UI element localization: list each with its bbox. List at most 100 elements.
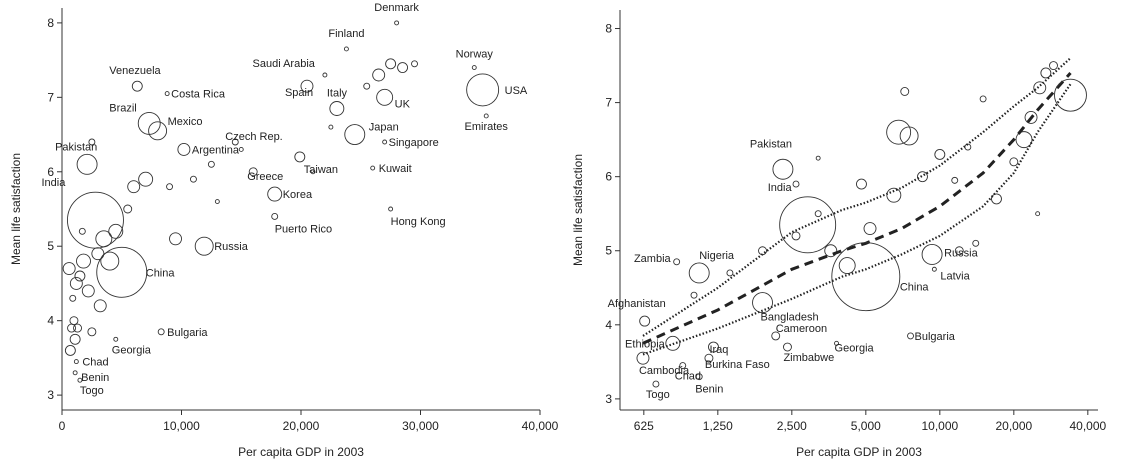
data-point [69,316,79,326]
data-point [96,246,148,298]
data-point [322,72,328,78]
y-tick-label: 3 [605,392,612,406]
data-point [138,171,154,187]
data-point [137,111,161,135]
x-tick-label: 5,000 [851,419,881,433]
data-point [267,186,283,202]
data-point [148,121,168,141]
data-point [294,151,306,163]
data-point [100,251,120,271]
point-label: Ethiopia [625,338,666,350]
point-label: Emirates [465,121,509,133]
y-tick-label: 8 [605,22,612,36]
point-label: Latvia [940,270,970,282]
data-point [779,196,837,254]
point-label: Kuwait [379,163,412,175]
data-point [824,244,838,258]
data-point [752,292,773,314]
data-point [76,153,98,175]
point-label: Saudi Arabia [253,58,316,70]
data-point [69,333,81,345]
x-tick-label: 30,000 [402,419,439,433]
x-tick-label: 20,000 [283,419,320,433]
data-point [166,183,174,191]
point-label: Argentina [192,144,240,156]
point-label: Korea [283,189,313,201]
point-label: Venezuela [109,65,161,77]
data-point [363,82,371,90]
confidence-band-line [642,57,1072,337]
data-point [72,370,78,376]
data-point [169,232,182,246]
data-point [771,331,781,341]
data-point [177,142,191,156]
data-point [376,88,394,106]
data-point [78,227,86,235]
point-label: UK [395,98,411,110]
point-label: Spain [285,87,313,99]
data-point [300,79,314,93]
data-point [679,362,687,370]
point-label: Bulgaria [915,331,956,343]
data-point [87,327,97,337]
point-label: Togo [646,389,670,401]
x-tick-label: 40,000 [522,419,559,433]
data-point [64,344,76,356]
data-point [972,239,980,247]
data-point [708,341,719,353]
data-point [951,176,959,184]
point-label: Pakistan [750,138,792,150]
data-point [1024,110,1038,124]
data-point [695,373,703,381]
point-label: China [146,267,176,279]
data-point [954,246,964,256]
data-point [814,210,822,218]
data-point [772,158,794,180]
data-point [907,332,914,340]
point-label: Chad [82,357,108,369]
data-point [157,328,165,336]
data-point [831,242,901,312]
data-point [73,323,82,333]
data-point [838,257,856,275]
data-point [394,20,400,26]
point-label: Georgia [835,342,875,354]
data-point [726,269,734,277]
point-label: Burkina Faso [705,359,770,371]
point-label: Afghanistan [608,298,666,310]
point-label: Nigeria [699,250,735,262]
point-label: Singapore [389,137,439,149]
data-point [194,236,214,256]
point-label: Hong Kong [391,216,446,228]
data-point [93,299,107,313]
data-point [1054,78,1087,112]
data-point [1009,157,1019,167]
point-label: India [768,182,793,194]
data-point [673,258,681,266]
data-point [127,180,141,194]
point-label: Benin [695,384,723,396]
point-label: Iraq [709,344,728,356]
point-label: India [41,177,66,189]
data-point [67,323,77,333]
data-point [69,276,83,290]
data-point [370,165,376,171]
y-axis-label: Mean life satisfaction [9,153,23,265]
fitted-mean-line [642,72,1072,345]
data-point [466,73,500,107]
data-point [758,246,767,256]
y-tick-label: 7 [47,90,54,104]
data-point [397,62,409,74]
point-label: Bangladesh [761,312,819,324]
data-point [207,160,215,168]
y-tick-label: 6 [47,165,54,179]
data-point [189,175,197,183]
data-point [81,284,95,298]
x-tick-label: 625 [634,419,654,433]
y-axis-label: Mean life satisfaction [571,154,585,266]
x-axis-label: Per capita GDP in 2003 [238,445,364,459]
point-label: Russia [214,241,249,253]
point-label: Togo [80,385,104,397]
y-tick-label: 5 [605,244,612,258]
point-label: Pakistan [55,141,97,153]
